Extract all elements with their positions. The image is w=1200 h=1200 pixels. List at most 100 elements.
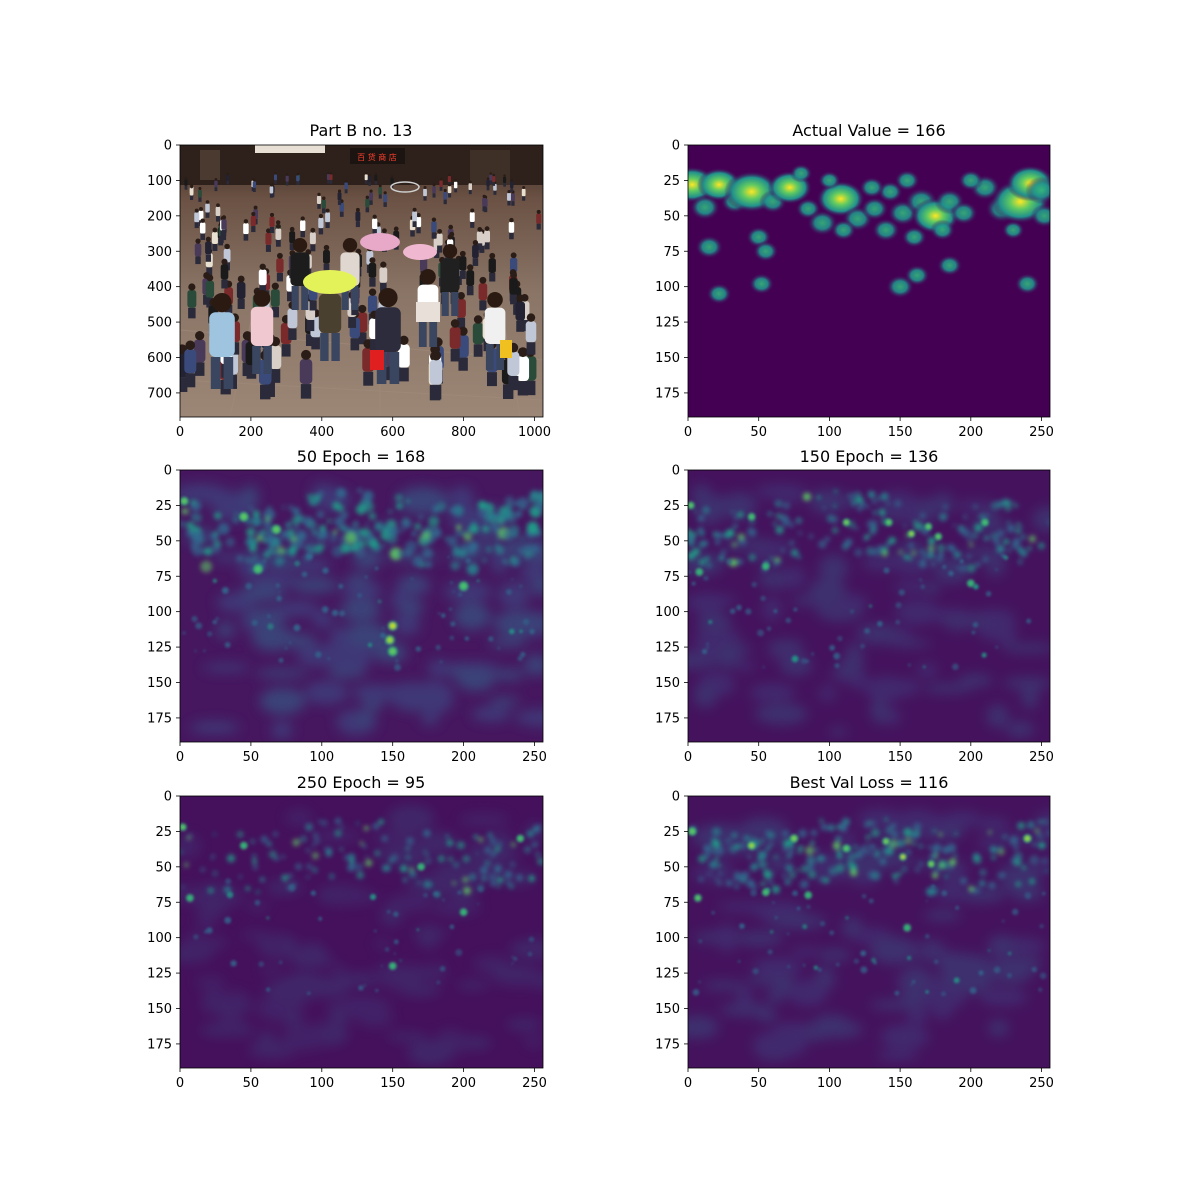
chart-title: Best Val Loss = 116 [790,773,949,792]
density-blob [830,515,839,524]
density-haze [524,654,543,676]
density-blob [879,858,887,866]
density-peak [689,828,695,834]
panel-best-val-loss: Best Val Loss = 116 0 50 100 150 200 25002550… [655,773,1054,1091]
person-legs [311,337,320,350]
density-point [959,559,964,564]
density-blob [717,880,722,886]
density-blob [1013,844,1019,851]
density-point [377,599,382,604]
density-blob [974,523,983,532]
density-blob [299,835,307,843]
person [390,177,394,184]
density-blob [414,523,422,530]
person-head [212,293,232,313]
density-blob [789,541,794,546]
density-blob [309,498,317,506]
density-blob [1017,821,1026,830]
density-blob [494,864,502,873]
density-blob [452,881,456,885]
person [198,210,204,221]
density-blob [512,557,520,566]
density-point [195,622,203,630]
density-haze [922,582,941,595]
density-blob [462,876,469,883]
person [478,283,488,301]
density-blob [930,561,936,567]
density-point [373,929,377,933]
density-blob [399,528,404,533]
density-blob [248,506,254,511]
density-point [931,884,936,889]
density-haze [877,1050,919,1061]
density-blob [267,506,271,510]
density-point [836,962,840,967]
person-head [450,319,460,328]
density-blob [958,169,984,191]
person-head [269,183,273,187]
density-point [787,965,791,969]
density-blob [774,499,783,508]
density-blob [903,827,913,837]
density-blob [212,870,218,876]
person-head [342,238,358,253]
density-blob [689,194,721,221]
person [484,230,491,243]
density-blob [325,849,333,857]
density-blob [921,524,925,529]
density-blob [312,832,319,839]
density-blob [947,544,955,552]
density-point [357,592,362,598]
density-haze [985,555,1005,577]
density-haze [818,558,849,582]
density-blob [872,510,878,516]
person-head [292,238,308,253]
person-legs [370,339,379,352]
density-blob [749,273,775,295]
person-legs [348,316,357,328]
x-tick-label: 50 [243,750,260,765]
density-haze [300,943,325,955]
density-blob [466,563,479,576]
density-blob [1014,273,1040,295]
density-haze [212,553,242,563]
person-legs [489,272,496,282]
density-point [339,610,346,617]
density-haze [271,721,293,740]
density-blob [996,544,1005,554]
density-point [726,558,733,565]
density-point [399,959,402,962]
density-point [321,606,329,613]
density-blob [886,847,894,856]
person-legs [260,384,271,400]
person [337,192,342,201]
density-blob [264,518,268,522]
person-head [448,183,452,187]
density-point [837,635,843,642]
density-blob [1011,543,1017,549]
density-point [762,666,765,669]
density-haze [773,1022,816,1033]
person-head [322,196,326,200]
person-head [195,238,201,244]
density-blob [901,866,908,873]
density-blob [818,540,827,549]
density-point [529,628,535,635]
density-haze [847,673,869,689]
density-blob [850,498,857,506]
density-point [276,595,282,602]
density-blob [532,842,538,848]
density-point [833,652,841,660]
density-peak [181,498,187,504]
density-haze [373,939,392,949]
density-point [1002,920,1005,923]
density-point [251,619,258,626]
density-point [987,949,991,952]
x-tick-label: 0 [176,425,184,440]
person-legs [251,226,256,233]
shop-sign: 百 货 商 店 [357,152,397,162]
density-peak [389,648,396,655]
density-blob [266,841,272,847]
density-blob [867,850,872,855]
